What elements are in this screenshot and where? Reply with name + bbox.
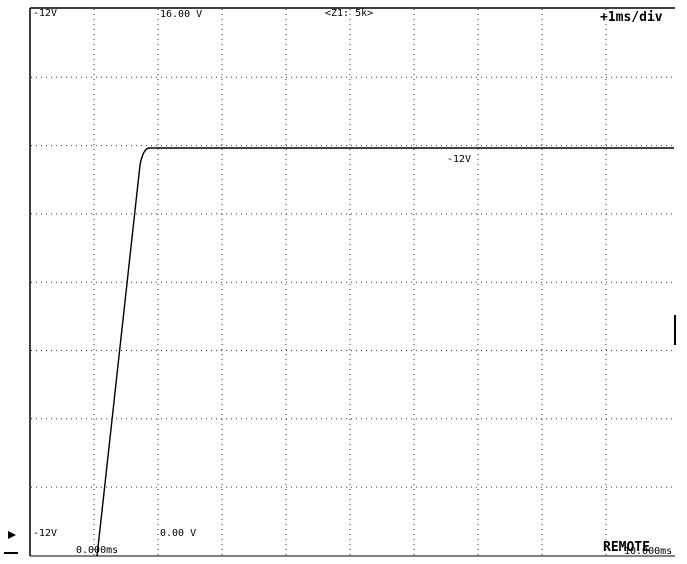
trigger-marker: [8, 531, 16, 539]
top-voltage: 16.00 V: [160, 9, 202, 20]
start-time: 0.000ms: [76, 545, 118, 556]
bottom-left-level: -12V: [33, 528, 57, 539]
bottom-voltage: 0.00 V: [160, 528, 196, 539]
status: REMOTE: [603, 540, 650, 555]
zoom-label: <Z1: 5k>: [325, 8, 373, 19]
timebase: +1ms/div: [600, 10, 663, 25]
end-time: 10.000ms: [624, 546, 672, 557]
top-left-level: -12V: [33, 8, 57, 19]
grid: [31, 9, 674, 555]
waveform: [96, 147, 674, 557]
trace-level: -12V: [447, 154, 471, 165]
